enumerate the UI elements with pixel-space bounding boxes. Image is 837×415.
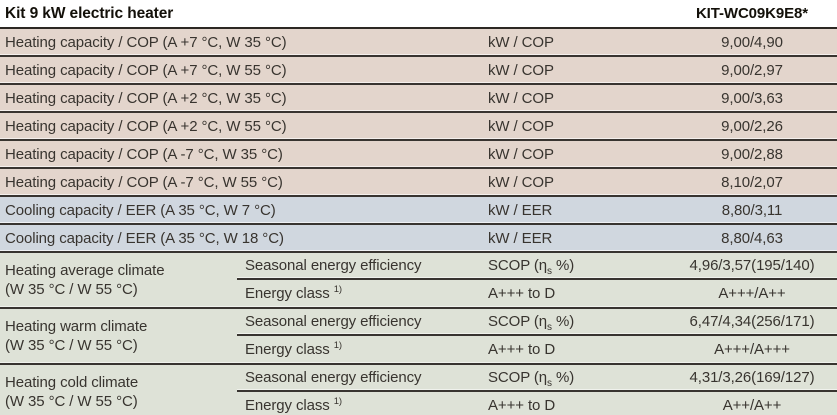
metric-unit: A+++ to D xyxy=(488,285,556,302)
metric-row-scop: Seasonal energy efficiency SCOP (ηs %) 4… xyxy=(237,365,837,392)
spec-row-cooling-w18: Cooling capacity / EER (A 35 °C, W 18 °C… xyxy=(0,225,837,253)
metric-value: 6,47/4,34(256/171) xyxy=(689,313,815,330)
metric-label: Energy class 1) xyxy=(245,341,342,358)
metric-value: A+++/A++ xyxy=(718,285,786,302)
spec-label: Heating capacity / COP (A +2 °C, W 35 °C… xyxy=(5,89,287,107)
metric-label: Seasonal energy efficiency xyxy=(245,313,422,330)
spec-row-heating-a7-w35: Heating capacity / COP (A +7 °C, W 35 °C… xyxy=(0,29,837,57)
metric-unit: SCOP (ηs %) xyxy=(488,369,575,386)
spec-unit: kW / EER xyxy=(488,229,553,247)
spec-row-cooling-w7: Cooling capacity / EER (A 35 °C, W 7 °C)… xyxy=(0,197,837,225)
metric-value: 4,96/3,57(195/140) xyxy=(689,257,815,274)
spec-unit: kW / COP xyxy=(488,145,554,163)
climate-group-average: Heating average climate (W 35 °C / W 55 … xyxy=(0,253,837,309)
climate-name: Heating warm climate xyxy=(5,318,148,335)
climate-name: Heating average climate xyxy=(5,262,165,279)
spec-value: 9,00/3,63 xyxy=(721,89,783,107)
spec-unit: kW / COP xyxy=(488,61,554,79)
spec-label: Heating capacity / COP (A +7 °C, W 55 °C… xyxy=(5,61,287,79)
climate-name: Heating cold climate xyxy=(5,374,139,391)
spec-label: Heating capacity / COP (A -7 °C, W 35 °C… xyxy=(5,145,283,163)
metric-row-scop: Seasonal energy efficiency SCOP (ηs %) 6… xyxy=(237,309,837,336)
metric-row-energy-class: Energy class 1) A+++ to D A+++/A++ xyxy=(237,280,837,307)
metric-value: A+++/A+++ xyxy=(714,341,790,358)
spec-row-heating-a-7-w35: Heating capacity / COP (A -7 °C, W 35 °C… xyxy=(0,141,837,169)
table-header-row: Kit 9 kW electric heater KIT-WC09K9E8* xyxy=(0,0,837,29)
spec-unit: kW / COP xyxy=(488,89,554,107)
model-number: KIT-WC09K9E8* xyxy=(695,5,809,22)
metric-value: A++/A++ xyxy=(722,397,782,414)
climate-label: Heating warm climate (W 35 °C / W 55 °C) xyxy=(0,309,237,363)
metric-row-scop: Seasonal energy efficiency SCOP (ηs %) 4… xyxy=(237,253,837,280)
spec-unit: kW / COP xyxy=(488,33,554,51)
spec-value: 8,80/4,63 xyxy=(721,229,783,247)
spec-value: 8,80/3,11 xyxy=(721,201,783,219)
metric-row-energy-class: Energy class 1) A+++ to D A+++/A+++ xyxy=(237,336,837,363)
climate-conditions: (W 35 °C / W 55 °C) xyxy=(5,393,138,410)
spec-label: Cooling capacity / EER (A 35 °C, W 18 °C… xyxy=(5,229,284,247)
spec-unit: kW / COP xyxy=(488,117,554,135)
spec-value: 9,00/4,90 xyxy=(721,33,783,51)
spec-unit: kW / EER xyxy=(488,201,553,219)
metric-unit: A+++ to D xyxy=(488,397,556,414)
climate-conditions: (W 35 °C / W 55 °C) xyxy=(5,281,138,298)
metric-label: Seasonal energy efficiency xyxy=(245,257,422,274)
spec-value: 8,10/2,07 xyxy=(721,173,783,191)
metric-row-energy-class: Energy class 1) A+++ to D A++/A++ xyxy=(237,392,837,415)
metric-unit: A+++ to D xyxy=(488,341,556,358)
climate-label: Heating cold climate (W 35 °C / W 55 °C) xyxy=(0,365,237,415)
climate-group-cold: Heating cold climate (W 35 °C / W 55 °C)… xyxy=(0,365,837,415)
climate-group-warm: Heating warm climate (W 35 °C / W 55 °C)… xyxy=(0,309,837,365)
climate-conditions: (W 35 °C / W 55 °C) xyxy=(5,337,138,354)
spec-row-heating-a7-w55: Heating capacity / COP (A +7 °C, W 55 °C… xyxy=(0,57,837,85)
spec-label: Heating capacity / COP (A +7 °C, W 35 °C… xyxy=(5,33,287,51)
metric-unit: SCOP (ηs %) xyxy=(488,257,575,274)
metric-label: Seasonal energy efficiency xyxy=(245,369,422,386)
spec-label: Heating capacity / COP (A +2 °C, W 55 °C… xyxy=(5,117,287,135)
spec-unit: kW / COP xyxy=(488,173,554,191)
spec-value: 9,00/2,88 xyxy=(721,145,783,163)
spec-value: 9,00/2,97 xyxy=(721,61,783,79)
spec-row-heating-a2-w35: Heating capacity / COP (A +2 °C, W 35 °C… xyxy=(0,85,837,113)
metric-label: Energy class 1) xyxy=(245,397,342,414)
spec-label: Heating capacity / COP (A -7 °C, W 55 °C… xyxy=(5,173,283,191)
spec-row-heating-a-7-w55: Heating capacity / COP (A -7 °C, W 55 °C… xyxy=(0,169,837,197)
spec-row-heating-a2-w55: Heating capacity / COP (A +2 °C, W 55 °C… xyxy=(0,113,837,141)
metric-value: 4,31/3,26(169/127) xyxy=(689,369,815,386)
table-title: Kit 9 kW electric heater xyxy=(5,4,174,22)
spec-value: 9,00/2,26 xyxy=(721,117,783,135)
metric-label: Energy class 1) xyxy=(245,285,342,302)
metric-unit: SCOP (ηs %) xyxy=(488,313,575,330)
spec-label: Cooling capacity / EER (A 35 °C, W 7 °C) xyxy=(5,201,276,219)
climate-label: Heating average climate (W 35 °C / W 55 … xyxy=(0,253,237,307)
